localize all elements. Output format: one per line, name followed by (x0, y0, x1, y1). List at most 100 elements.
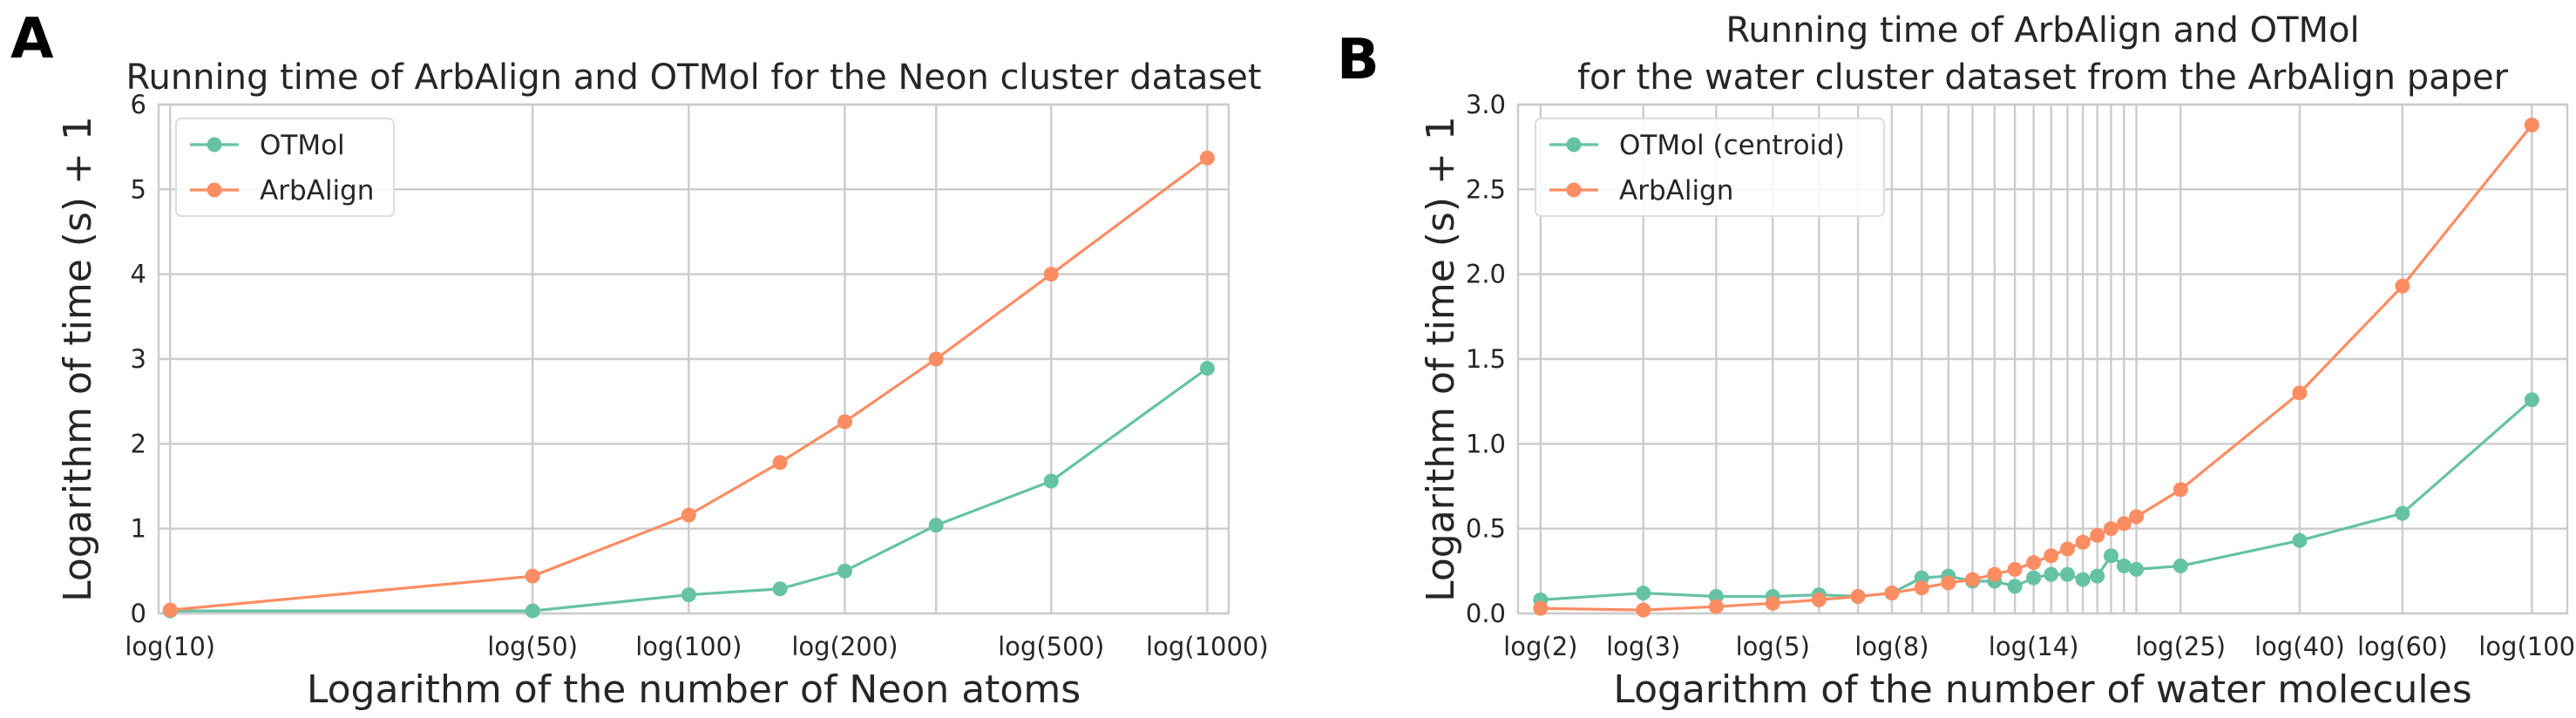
x-tick-label: log(100) (635, 632, 742, 661)
data-point (1636, 602, 1651, 618)
data-point (928, 351, 944, 367)
data-point (2524, 392, 2539, 408)
data-point (2173, 482, 2188, 498)
data-point (2090, 527, 2105, 543)
data-point (2129, 509, 2145, 525)
data-point (1199, 361, 1215, 376)
x-tick-label: log(100) (2478, 632, 2576, 661)
data-point (162, 602, 178, 618)
legend-marker (1566, 137, 1582, 152)
data-point (525, 603, 540, 619)
data-point (1941, 575, 1956, 591)
data-point (772, 455, 788, 471)
legend-marker (207, 137, 222, 152)
legend: OTMol ArbAlign (175, 118, 395, 217)
data-point (2129, 561, 2145, 577)
legend-label: ArbAlign (260, 175, 374, 207)
legend-box (1535, 118, 1885, 217)
data-point (1708, 599, 1724, 614)
legend-label: ArbAlign (1619, 175, 1733, 207)
chart-panel-b: 0.0 0.5 1.0 1.5 2.0 2.5 3.0 log(2) log(3) log(5) l… (1337, 10, 2576, 712)
x-tick-label: log(200) (791, 632, 898, 661)
plot-frame (1516, 103, 2569, 615)
y-tick-label: 2.0 (1466, 260, 1506, 289)
y-tick-label: 1 (131, 514, 146, 544)
chart-title: Running time of ArbAlign and OTMol (1725, 10, 2359, 51)
panel-label: A (10, 7, 54, 71)
y-axis-label: Logarithm of time (s) + 1 (56, 116, 100, 602)
data-point (2395, 505, 2410, 521)
x-axis-label: Logarithm of the number of water molecul… (1613, 667, 2471, 712)
data-point (2075, 534, 2091, 550)
series-line-0 (1540, 398, 2533, 601)
x-tick-label: log(40) (2254, 632, 2345, 661)
data-point (1914, 580, 1929, 596)
data-point (1043, 473, 1059, 489)
data-point (681, 587, 696, 603)
data-point (2007, 579, 2023, 594)
data-point (2044, 548, 2059, 564)
data-point (1914, 570, 1929, 586)
legend-label: OTMol (centroid) (1619, 130, 1845, 161)
x-tick-label: log(14) (1989, 632, 2079, 661)
legend-box (175, 118, 395, 217)
y-tick-label: 0.5 (1466, 514, 1506, 544)
legend-marker (1566, 182, 1582, 198)
data-point (1850, 589, 1866, 605)
x-tick-label: log(1000) (1146, 632, 1269, 661)
data-point (2292, 532, 2308, 548)
y-tick-label: 6 (131, 90, 146, 119)
y-tick-label: 5 (131, 174, 146, 204)
series-line-1 (170, 157, 1209, 612)
data-point (2292, 385, 2308, 401)
data-point (1199, 150, 1215, 166)
y-tick-label: 3 (131, 344, 146, 374)
data-point (2059, 566, 2075, 582)
x-axis-label: Logarithm of the number of Neon atoms (307, 667, 1081, 712)
x-tick-label: log(60) (2357, 632, 2448, 661)
data-point (928, 518, 944, 533)
x-tick-label: log(8) (1854, 632, 1929, 661)
data-point (1043, 267, 1059, 282)
x-tick-label: log(2) (1503, 632, 1577, 661)
data-point (837, 563, 852, 579)
y-tick-label: 4 (131, 260, 146, 289)
data-point (2026, 555, 2042, 571)
panel-label: B (1337, 28, 1380, 92)
data-point (2524, 117, 2539, 132)
data-point (2103, 548, 2118, 564)
x-tick-label: log(10) (125, 632, 215, 661)
data-point (2026, 570, 2042, 586)
legend-label: OTMol (260, 130, 345, 161)
data-point (1811, 592, 1827, 607)
y-tick-label: 3.0 (1466, 90, 1506, 119)
data-point (1708, 589, 1724, 605)
data-point (2007, 561, 2023, 577)
y-tick-label: 0 (131, 599, 146, 628)
chart-panel-a: 0 1 2 3 4 5 6 log(10) log(50) log(100) log(200) log… (10, 7, 1269, 712)
x-tick-label: log(3) (1606, 632, 1680, 661)
data-point (681, 507, 696, 523)
data-point (1884, 586, 1900, 601)
data-point (2173, 558, 2188, 573)
data-point (2059, 541, 2075, 557)
data-point (2090, 568, 2105, 584)
data-point (1636, 586, 1651, 601)
data-point (837, 414, 852, 430)
data-point (2395, 278, 2410, 294)
chart-title: for the water cluster dataset from the A… (1577, 58, 2509, 98)
data-point (2075, 572, 2091, 587)
x-tick-label: log(500) (998, 632, 1104, 661)
series-line-0 (170, 367, 1209, 613)
x-tick-label: log(25) (2135, 632, 2226, 661)
data-point (1765, 595, 1780, 611)
x-tick-label: log(50) (487, 632, 578, 661)
data-point (2116, 558, 2132, 573)
data-point (1965, 572, 1981, 587)
data-point (2103, 521, 2118, 537)
data-point (2116, 516, 2132, 532)
data-point (2044, 566, 2059, 582)
chart-title: Running time of ArbAlign and OTMol for t… (125, 58, 1261, 98)
legend: OTMol (centroid) ArbAlign (1535, 118, 1885, 217)
